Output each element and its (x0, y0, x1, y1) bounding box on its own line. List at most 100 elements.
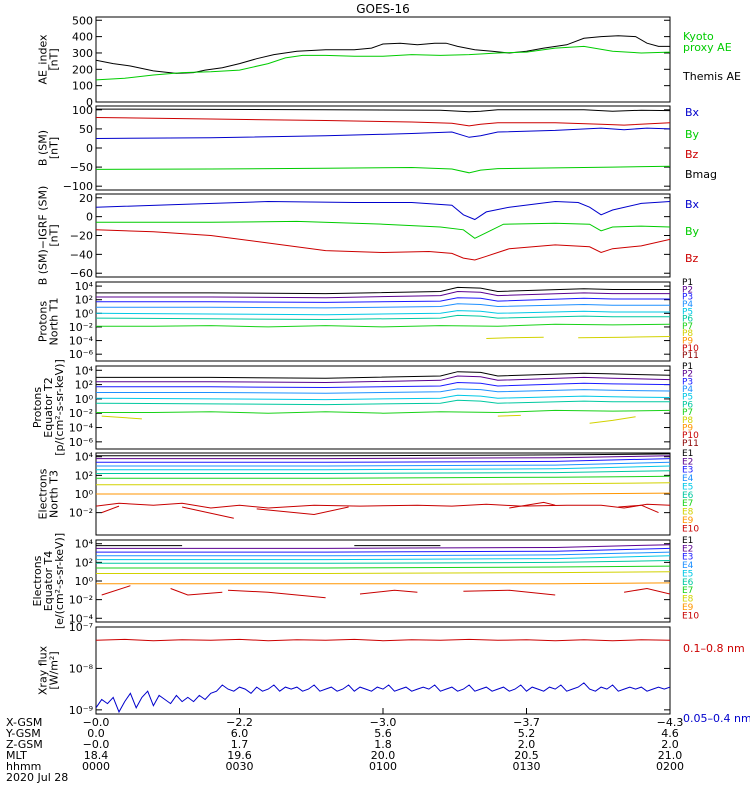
y-tick-label: 10⁻⁴ (69, 335, 94, 348)
series-line-e6 (96, 470, 670, 474)
y-axis-label: Equator T4 (42, 551, 55, 611)
series-group (96, 371, 670, 424)
series-line-bmag (96, 108, 670, 113)
y-axis-label: [nT] (48, 48, 61, 70)
series-line-p4 (96, 388, 670, 394)
series-line-p3 (96, 381, 670, 389)
y-axis-label: [nT] (48, 224, 61, 246)
series-line-p1 (96, 286, 670, 295)
legend-entry: 0.1–0.8 nm (683, 642, 745, 655)
x-axis-row-label: MLT (6, 749, 27, 762)
legend-entry: P9 (682, 337, 693, 347)
series-line-e10 (96, 502, 670, 509)
series-line-p8b (497, 414, 521, 417)
x-axis-row-label: Y-GSM (5, 727, 41, 740)
y-axis-label: North T1 (48, 298, 61, 346)
series-line-bx (96, 127, 670, 139)
x-axis-value: −4.3 (657, 716, 684, 729)
x-axis-value: 0.0 (87, 727, 105, 740)
x-axis-value: −0.0 (83, 716, 110, 729)
y-tick-label: 400 (72, 31, 93, 44)
x-axis-value: 18.4 (84, 749, 109, 762)
legend-entry: P5 (682, 393, 693, 403)
series-line-e9 (96, 582, 670, 585)
series-line-e10b (101, 505, 120, 514)
x-axis-value: 19.6 (227, 749, 252, 762)
series-line-e10c (181, 506, 234, 519)
series-line-e10d (359, 589, 418, 595)
x-axis-row-label: 2020 Jul 28 (6, 771, 68, 784)
series-line-bz (96, 117, 670, 127)
y-tick-label: 10² (75, 469, 93, 482)
legend-entry: P2 (682, 285, 693, 295)
series-line-themis-ae (96, 35, 670, 74)
y-tick-label: 100 (72, 104, 93, 117)
legend-entry: P10 (682, 344, 699, 354)
y-tick-label: 10⁻⁷ (69, 621, 93, 634)
series-line-by (96, 220, 670, 239)
x-axis-value: 0000 (82, 760, 110, 773)
legend-entry: P4 (682, 300, 693, 310)
series-line-e3 (96, 458, 670, 463)
legend-entry: Bx (685, 106, 700, 119)
series-line-p8 (486, 336, 544, 339)
series-line-e10 (101, 585, 131, 596)
y-tick-label: 10⁻⁹ (69, 704, 93, 717)
y-tick-label: 10⁻⁴ (69, 612, 94, 625)
series-line-p8c (589, 416, 636, 424)
y-tick-label: 10⁰ (75, 393, 94, 406)
legend-entry: P6 (682, 400, 693, 410)
y-tick-label: 10⁴ (75, 538, 94, 551)
series-line-p8b (578, 336, 670, 339)
x-axis-value: 0030 (226, 760, 254, 773)
series-line-e10d (256, 506, 349, 516)
legend-entry: E1 (682, 536, 693, 546)
legend-entry: E10 (682, 524, 699, 534)
series-line-kyoto-proxy-ae (96, 45, 670, 81)
legend-entry: P3 (682, 293, 693, 303)
x-axis-value: 2.0 (518, 738, 536, 751)
series-line-e10f (618, 504, 659, 514)
legend-entry: P4 (682, 385, 693, 395)
y-axis-label: B (SM) (37, 130, 50, 166)
y-tick-label: 10⁰ (75, 488, 94, 501)
panel-b-igrf: 20 0 −20 −40 −60 B (SM)−IGRF (SM)[nT] Bx By Bz (37, 186, 700, 286)
series-group (96, 286, 670, 339)
series-line-p8 (101, 415, 142, 420)
y-tick-label: −60 (70, 267, 93, 280)
y-tick-label: 500 (72, 14, 93, 27)
x-axis-value: 20.0 (371, 749, 396, 762)
y-tick-label: 10⁻⁴ (69, 422, 94, 435)
y-tick-label: −50 (70, 161, 93, 174)
x-axis-value: 2.0 (661, 738, 679, 751)
series-line-p5 (96, 394, 670, 401)
y-tick-label: 10² (75, 294, 93, 307)
series-group (96, 200, 670, 261)
series-line-e10e (463, 589, 556, 596)
x-axis-value: 21.0 (658, 749, 683, 762)
plot-title: GOES-16 (356, 2, 410, 16)
series-group (96, 35, 670, 81)
legend-entry: By (685, 225, 700, 238)
y-tick-label: 10⁻⁸ (69, 662, 94, 675)
legend-entry: P11 (682, 439, 699, 449)
y-tick-label: 100 (72, 80, 93, 93)
legend-entry: E9 (682, 516, 694, 526)
y-tick-label: 0 (86, 96, 93, 109)
legend-entry: P6 (682, 315, 693, 325)
series-line-e4 (96, 461, 670, 467)
legend-entry: P8 (682, 416, 693, 426)
series-line-p7 (96, 409, 670, 414)
series-line-e3 (96, 547, 670, 553)
legend-entry: E4 (682, 561, 694, 571)
series-line-p6 (96, 399, 670, 406)
series-line-e10c (227, 589, 326, 599)
legend-entry: Bx (685, 198, 700, 211)
y-tick-label: 10⁰ (75, 575, 94, 588)
legend-entry: E4 (682, 474, 694, 484)
